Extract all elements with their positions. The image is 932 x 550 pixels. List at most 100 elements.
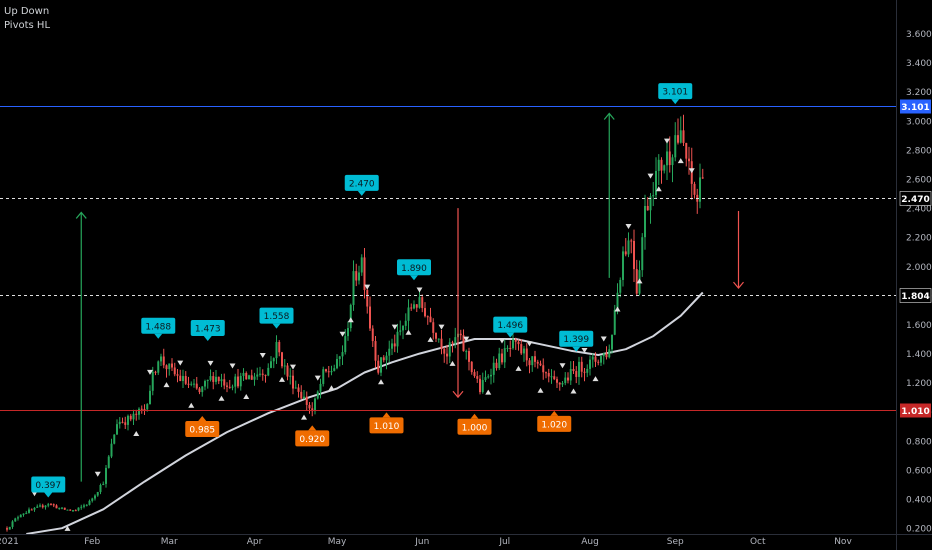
candle-body bbox=[347, 328, 349, 337]
candle-body bbox=[512, 339, 514, 349]
candle-body bbox=[597, 361, 600, 363]
pivot-marker-down bbox=[688, 168, 695, 174]
pivot-high-label: 1.488 bbox=[141, 317, 176, 339]
candle-body bbox=[391, 343, 393, 349]
candle-body bbox=[520, 344, 523, 354]
pivot-marker-up bbox=[347, 317, 354, 323]
candle-body bbox=[413, 304, 415, 309]
candle-body bbox=[404, 320, 407, 326]
pivot-marker-down bbox=[600, 336, 607, 342]
candle-body bbox=[94, 495, 96, 499]
candle-body bbox=[641, 237, 644, 271]
candle-body bbox=[426, 316, 429, 318]
candle-body bbox=[646, 205, 649, 211]
pivot-high-label-text: 1.890 bbox=[401, 264, 427, 274]
candle-body bbox=[473, 372, 476, 377]
pivot-low-label-pointer bbox=[470, 413, 479, 419]
candle-body bbox=[677, 135, 679, 143]
candle-body bbox=[360, 257, 363, 273]
candle-body bbox=[308, 404, 311, 409]
candle-body bbox=[539, 363, 542, 366]
pivot-marker-down bbox=[416, 287, 423, 293]
candle-body bbox=[231, 386, 234, 388]
candle-body bbox=[649, 196, 652, 211]
candle-body bbox=[6, 528, 8, 530]
candle-body bbox=[446, 353, 448, 357]
candle-body bbox=[297, 387, 300, 392]
pivot-marker-up bbox=[378, 379, 384, 385]
candle-body bbox=[608, 349, 611, 358]
candle-body bbox=[217, 376, 220, 382]
pivot-marker-down bbox=[581, 347, 588, 353]
candle-body bbox=[671, 157, 674, 166]
price-line-label: 1.804 bbox=[901, 292, 929, 302]
y-tick-label: 3.400 bbox=[906, 59, 932, 69]
pivot-low-label: 1.010 bbox=[369, 412, 404, 434]
candle-body bbox=[327, 371, 330, 373]
candle-body bbox=[151, 371, 154, 391]
candle-body bbox=[470, 361, 473, 373]
candle-body bbox=[547, 373, 550, 377]
candle-body bbox=[283, 365, 286, 367]
candle-body bbox=[421, 297, 424, 309]
candle-body bbox=[330, 370, 333, 373]
x-tick-label: Oct bbox=[750, 537, 766, 547]
candle-body bbox=[187, 383, 190, 385]
candle-body bbox=[545, 372, 547, 374]
candle-body bbox=[341, 352, 344, 357]
pivot-high-label-text: 1.473 bbox=[195, 324, 221, 334]
candle-body bbox=[36, 506, 39, 508]
candle-body bbox=[281, 352, 283, 367]
candle-body bbox=[644, 205, 646, 238]
candle-body bbox=[99, 484, 102, 492]
candle-body bbox=[349, 304, 352, 329]
pivot-low-label-pointer bbox=[382, 412, 391, 418]
candle-body bbox=[374, 341, 377, 361]
candle-body bbox=[63, 507, 66, 510]
legend-pivots-hl: Pivots HL bbox=[4, 20, 51, 31]
candle-body bbox=[682, 130, 685, 143]
pivot-high-label-text: 2.470 bbox=[349, 179, 375, 189]
pivot-low-label: 0.985 bbox=[185, 415, 220, 437]
candle-body bbox=[498, 353, 501, 369]
pivot-high-label-text: 1.558 bbox=[264, 312, 290, 322]
candle-body bbox=[635, 269, 638, 294]
candle-body bbox=[528, 360, 531, 366]
candle-body bbox=[468, 351, 470, 362]
candle-body bbox=[245, 373, 248, 380]
pivot-marker-up bbox=[133, 430, 140, 436]
candle-body bbox=[264, 374, 267, 376]
candle-body bbox=[193, 383, 195, 385]
pivot-high-label: 1.496 bbox=[493, 316, 528, 338]
candle-body bbox=[77, 507, 80, 511]
candle-body bbox=[105, 467, 107, 484]
pivot-marker-up bbox=[64, 525, 71, 531]
pivot-high-label-text: 3.101 bbox=[662, 88, 688, 98]
candle-body bbox=[52, 504, 55, 506]
candle-body bbox=[575, 371, 578, 377]
candle-body bbox=[503, 348, 506, 363]
x-tick-label: Jul bbox=[498, 537, 510, 547]
pivot-marker-down bbox=[339, 331, 346, 337]
candle-body bbox=[206, 379, 209, 382]
candle-body bbox=[699, 177, 701, 202]
pivot-high-label: 0.397 bbox=[31, 476, 66, 498]
candle-body bbox=[184, 376, 187, 384]
pivot-marker-up bbox=[301, 414, 307, 420]
pivot-low-label-box bbox=[369, 417, 404, 434]
candle-body bbox=[41, 505, 44, 508]
pivot-high-label-text: 1.488 bbox=[145, 322, 171, 332]
candle-body bbox=[138, 408, 140, 415]
candle-body bbox=[165, 365, 168, 370]
candle-body bbox=[102, 483, 105, 485]
candle-body bbox=[250, 375, 253, 380]
pivot-high-label-pointer bbox=[44, 492, 53, 498]
candle-body bbox=[454, 337, 457, 344]
pivot-low-label-pointer bbox=[198, 415, 207, 421]
y-tick-label: 3.200 bbox=[906, 88, 932, 98]
pivot-low-label-box bbox=[185, 420, 220, 437]
candle-body bbox=[176, 374, 179, 376]
pivot-marker-up bbox=[449, 360, 456, 366]
candle-body bbox=[440, 338, 443, 349]
